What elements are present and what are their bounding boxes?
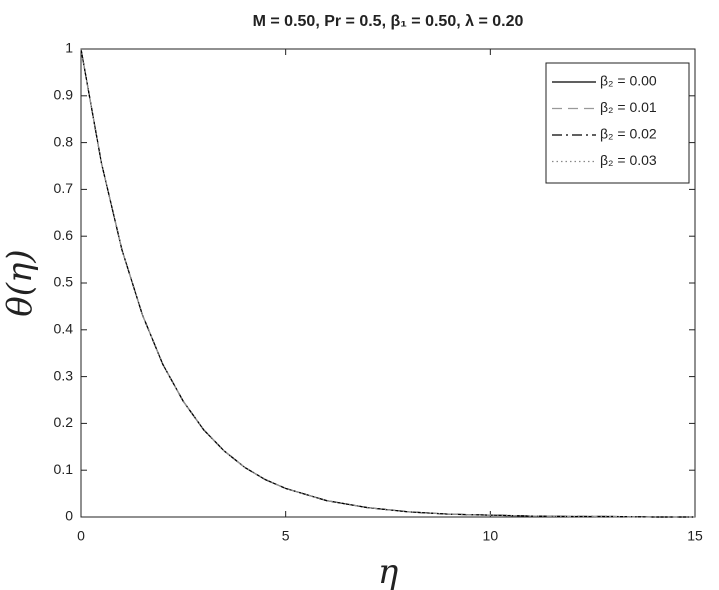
y-tick-label: 0.5 [54, 274, 74, 290]
y-tick-label: 1 [65, 40, 73, 56]
legend-box [545, 62, 690, 184]
x-tick-label: 10 [483, 528, 499, 544]
y-tick-label: 0 [65, 508, 73, 524]
x-tick-label: 0 [77, 528, 85, 544]
line-series [80, 48, 695, 518]
x-axis-label: η [378, 552, 399, 590]
legend-label: β₂ = 0.03 [600, 152, 657, 168]
y-tick-label: 0.2 [54, 414, 74, 430]
y-tick-label: 0.4 [54, 321, 74, 337]
chart-title: M = 0.50, Pr = 0.5, β₁ = 0.50, λ = 0.20 [253, 13, 524, 30]
legend-label: β₂ = 0.02 [600, 126, 657, 142]
x-tick-label: 5 [282, 528, 290, 544]
legend-label: β₂ = 0.01 [600, 99, 657, 115]
y-tick-label: 0.7 [54, 180, 74, 196]
y-tick-label: 0.6 [54, 227, 74, 243]
y-tick-label: 0.9 [54, 87, 74, 103]
x-tick-label: 15 [687, 528, 703, 544]
legend-label: β₂ = 0.00 [600, 73, 657, 89]
y-tick-label: 0.8 [54, 133, 74, 149]
y-tick-label: 0.3 [54, 367, 74, 383]
y-axis-label: θ(η) [0, 249, 40, 316]
y-tick-label: 0.1 [54, 461, 74, 477]
